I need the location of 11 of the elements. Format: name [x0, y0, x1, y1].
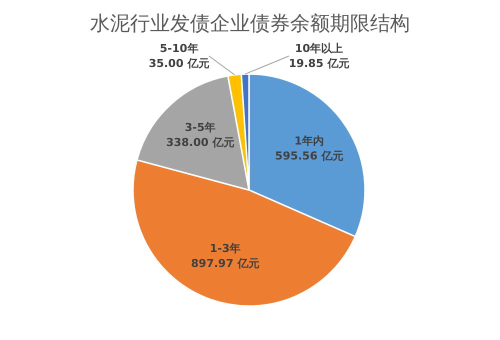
data-label: 19.85 亿元 — [288, 57, 350, 70]
data-label: 595.56 亿元 — [275, 150, 344, 163]
data-label: 338.00 亿元 — [166, 136, 234, 150]
chart-title: 水泥行业发债企业债券余额期限结构 — [90, 11, 410, 35]
data-label: 897.97 亿元 — [191, 256, 260, 270]
slice-label: 1-3年 — [210, 242, 241, 255]
data-label: 35.00 亿元 — [148, 57, 210, 70]
slice-label: 3-5年 — [184, 121, 216, 134]
slice-label: 10年以上 — [294, 42, 344, 55]
slice-label: 5-10年 — [160, 42, 198, 55]
slice-label: 1年内 — [294, 134, 324, 148]
